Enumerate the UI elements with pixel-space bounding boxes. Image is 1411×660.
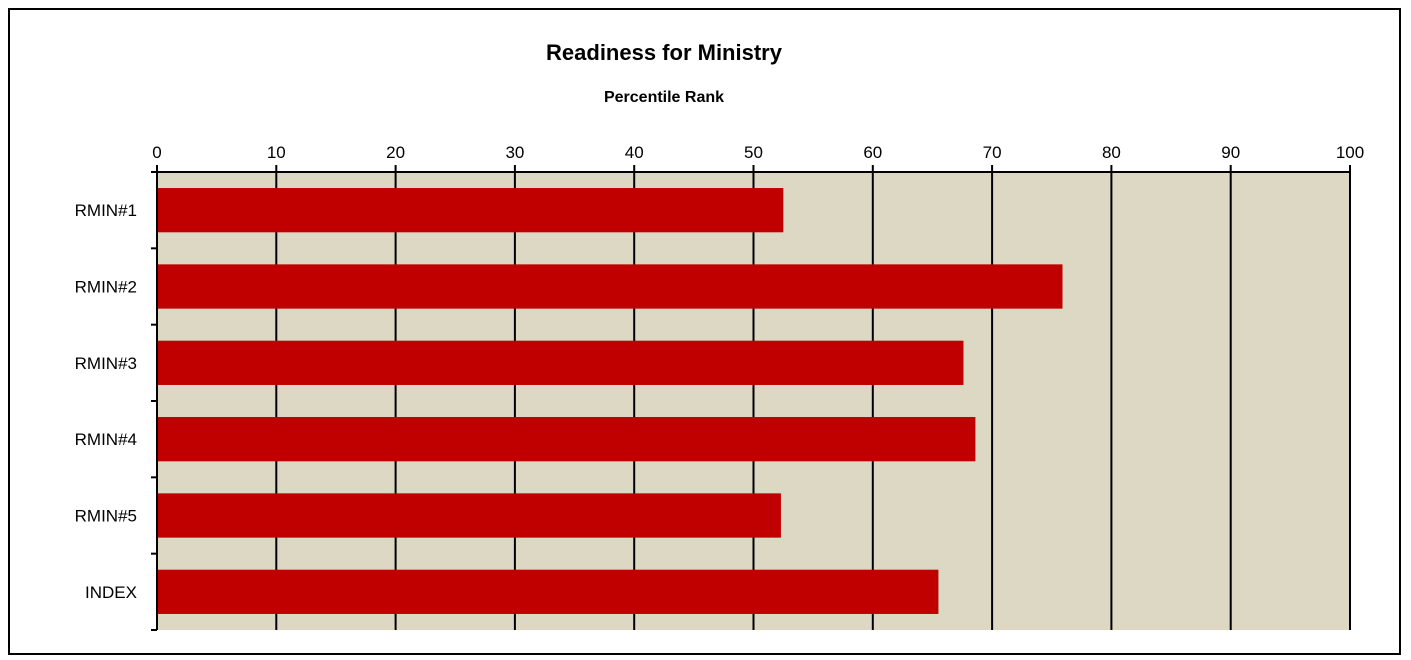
category-label: RMIN#5 (75, 507, 137, 526)
bar (158, 417, 976, 462)
category-label: INDEX (85, 583, 137, 602)
category-label: RMIN#2 (75, 278, 137, 297)
bar (158, 569, 939, 614)
x-tick-label: 20 (386, 143, 405, 162)
x-tick-label: 10 (267, 143, 286, 162)
bar (158, 264, 1063, 309)
x-tick-label: 50 (744, 143, 763, 162)
bars (158, 188, 1063, 614)
chart-title: Readiness for Ministry (546, 40, 782, 65)
bar (158, 493, 781, 538)
category-label: RMIN#4 (75, 430, 137, 449)
bar (158, 340, 964, 385)
axes (151, 165, 1351, 631)
x-tick-label: 90 (1221, 143, 1240, 162)
labels: 0 10 20 30 40 50 60 70 80 90 100 RMIN#1 RMIN#2 RMIN#3… (75, 143, 1365, 602)
x-tick-label: 100 (1336, 143, 1364, 162)
x-tick-label: 80 (1102, 143, 1121, 162)
category-label: RMIN#1 (75, 201, 137, 220)
x-tick-label: 40 (625, 143, 644, 162)
x-tick-label: 70 (983, 143, 1002, 162)
x-tick-label: 30 (505, 143, 524, 162)
bar (158, 188, 784, 233)
gridlines (275, 172, 1351, 630)
x-tick-label: 60 (863, 143, 882, 162)
x-axis-title: Percentile Rank (603, 89, 725, 106)
category-label: RMIN#3 (75, 354, 137, 373)
x-tick-label: 0 (152, 143, 161, 162)
